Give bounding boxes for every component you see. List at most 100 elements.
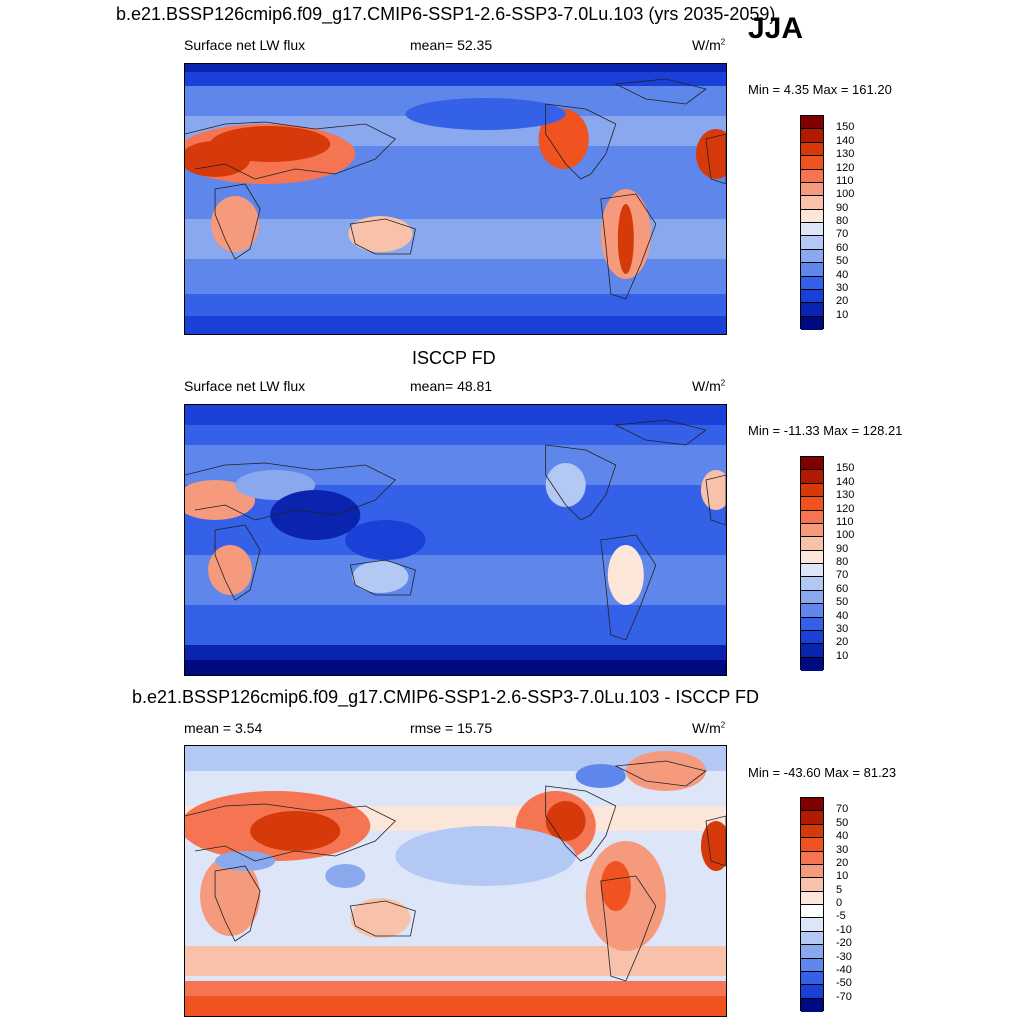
colorbar-tick-label: 10 [836,649,849,662]
colorbar-swatch [801,985,823,999]
panel2-map-field [185,405,726,675]
colorbar-tick-label: 30 [836,843,849,856]
colorbar-tick-label: 50 [836,816,849,829]
colorbar-tick-label: -70 [836,990,852,1003]
colorbar-swatch [801,263,823,277]
colorbar-tick-label: 150 [836,121,855,134]
panel1-map [184,63,727,335]
colorbar-swatch [801,182,823,197]
colorbar-tick-label: 40 [836,830,849,843]
panel2-variable-label: Surface net LW flux [184,378,306,394]
colorbar-swatch [801,838,823,852]
colorbar-swatch [801,577,823,591]
panel3-map [184,745,727,1017]
colorbar-tick-label: 120 [836,502,855,515]
panel2-title: ISCCP FD [412,348,496,368]
colorbar-tick-label: 10 [836,870,849,883]
colorbar-swatch [801,550,823,564]
panel1-variable-label: Surface net LW flux [184,37,306,53]
colorbar-swatch [801,864,823,879]
colorbar-tick-label: 110 [836,515,854,528]
colorbar-tick-label: 0 [836,897,843,909]
colorbar-tick-label: 60 [836,241,849,254]
colorbar-tick-label: -5 [836,910,846,923]
colorbar-tick-label: 80 [836,556,849,568]
colorbar-swatch [801,249,823,264]
colorbar-tick-label: 130 [836,148,855,161]
colorbar-tick-label: 120 [836,161,855,174]
colorbar-swatch [801,483,823,498]
colorbar-swatch [801,851,823,865]
colorbar-tick-label: -50 [836,977,852,990]
panel1-title: b.e21.BSSP126cmip6.f09_g17.CMIP6-SSP1-2.… [116,4,776,24]
colorbar-tick-label: 90 [836,201,849,214]
colorbar-swatch [801,657,823,671]
colorbar-tick-label: 20 [836,636,849,649]
colorbar-tick-label: 70 [836,228,849,241]
colorbar-swatch [801,457,823,471]
panel3-rmse-label: rmse = 15.75 [410,720,493,736]
colorbar-tick-label: 150 [836,462,855,475]
panel1-minmax: Min = 4.35 Max = 161.20 [748,82,892,97]
colorbar-tick-label: 20 [836,856,849,869]
colorbar-swatch [801,905,823,919]
colorbar-swatch [801,223,823,237]
colorbar-tick-label: 5 [836,883,843,896]
colorbar-swatch [801,169,823,183]
colorbar-swatch [801,604,823,618]
panel3-minmax: Min = -43.60 Max = 81.23 [748,765,897,780]
colorbar-tick-label: 100 [836,188,855,201]
panel3-units: W/m2 [692,720,726,736]
colorbar-tick-label: 40 [836,268,849,281]
panel2-minmax: Min = -11.33 Max = 128.21 [748,423,903,438]
colorbar-tick-label: 30 [836,622,849,635]
colorbar-swatch [801,931,823,946]
colorbar-tick-label: 40 [836,609,849,622]
colorbar-swatch [801,303,823,317]
colorbar-swatch [801,630,823,645]
colorbar-tick-label: 70 [836,569,849,582]
colorbar-swatch [801,196,823,210]
panel1-map-field [185,64,726,334]
season-label: JJA [748,12,804,45]
colorbar-swatch [801,998,823,1012]
colorbar-swatch [801,236,823,250]
colorbar-swatch [801,971,823,986]
colorbar-tick-label: 140 [836,475,855,488]
colorbar-swatch [801,891,823,905]
colorbar-tick-label: 60 [836,582,849,595]
colorbar-swatch [801,156,823,170]
colorbar-swatch [801,116,823,130]
colorbar-tick-label: 90 [836,542,849,555]
colorbar-swatch [801,129,823,143]
colorbar-swatch [801,289,823,304]
panel2-colorbar [800,456,824,671]
colorbar-tick-label: -30 [836,950,852,963]
colorbar-swatch [801,564,823,578]
colorbar-tick-label: 50 [836,255,849,268]
colorbar-tick-label: 130 [836,489,855,502]
panel3-title: b.e21.BSSP126cmip6.f09_g17.CMIP6-SSP1-2.… [132,687,760,707]
colorbar-swatch [801,878,823,892]
colorbar-tick-label: 20 [836,295,849,308]
colorbar-swatch [801,276,823,290]
colorbar-swatch [801,798,823,812]
panel2-map [184,404,727,676]
colorbar-swatch [801,523,823,538]
colorbar-swatch [801,811,823,825]
panel1-units: W/m2 [692,37,726,53]
colorbar-swatch [801,209,823,223]
panel3-map-field [185,746,726,1016]
colorbar-swatch [801,590,823,605]
colorbar-tick-label: -10 [836,923,852,936]
colorbar-swatch [801,497,823,511]
colorbar-tick-label: -20 [836,937,852,950]
colorbar-swatch [801,316,823,330]
colorbar-swatch [801,945,823,959]
colorbar-swatch [801,824,823,839]
colorbar-tick-label: 100 [836,529,855,542]
colorbar-swatch [801,510,823,524]
colorbar-tick-label: -40 [836,963,852,976]
panel3-mean-label: mean = 3.54 [184,720,263,736]
panel3-colorbar [800,797,824,1012]
